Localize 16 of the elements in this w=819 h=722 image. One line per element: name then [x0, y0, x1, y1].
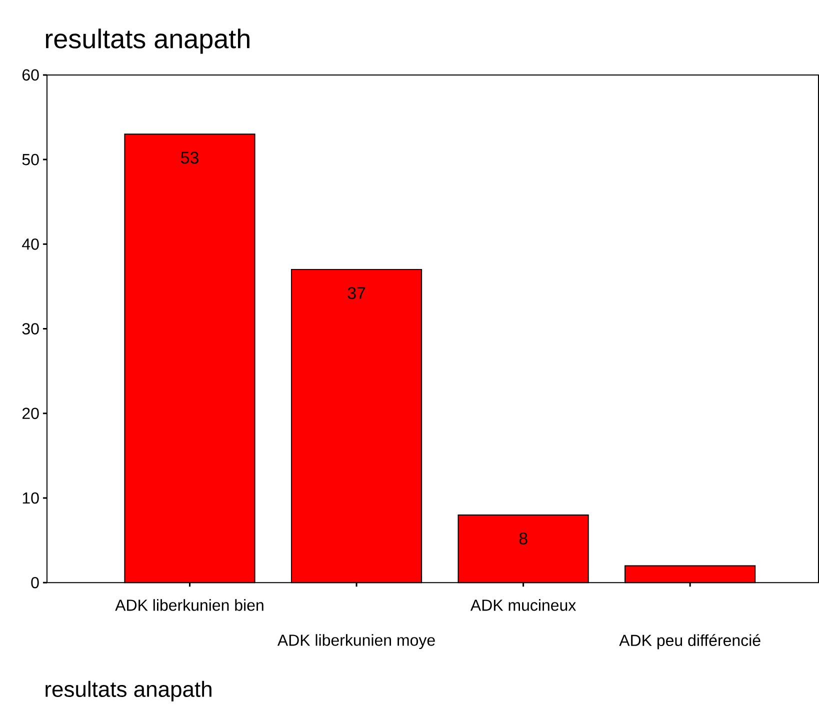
data-label: 8	[519, 532, 528, 545]
y-tick-label: 20	[22, 408, 39, 420]
x-tick-label: ADK peu différencié	[619, 634, 760, 650]
x-tick-label: ADK mucineux	[470, 599, 576, 612]
y-tick-label: 30	[22, 323, 39, 335]
y-tick-label: 0	[31, 577, 39, 589]
y-tick-label: 60	[22, 70, 39, 81]
y-tick-label: 50	[22, 154, 39, 166]
x-axis-title: resultats anapath	[46, 681, 212, 702]
y-tick-label: 40	[22, 238, 39, 250]
chart-title: resultats anapath	[46, 28, 250, 54]
x-tick-label: ADK liberkunien bien	[115, 599, 264, 612]
data-label: 37	[348, 287, 366, 300]
y-tick-label: 10	[22, 492, 39, 504]
data-label: 53	[180, 152, 198, 164]
x-tick-label: ADK liberkunien moye	[277, 634, 435, 650]
